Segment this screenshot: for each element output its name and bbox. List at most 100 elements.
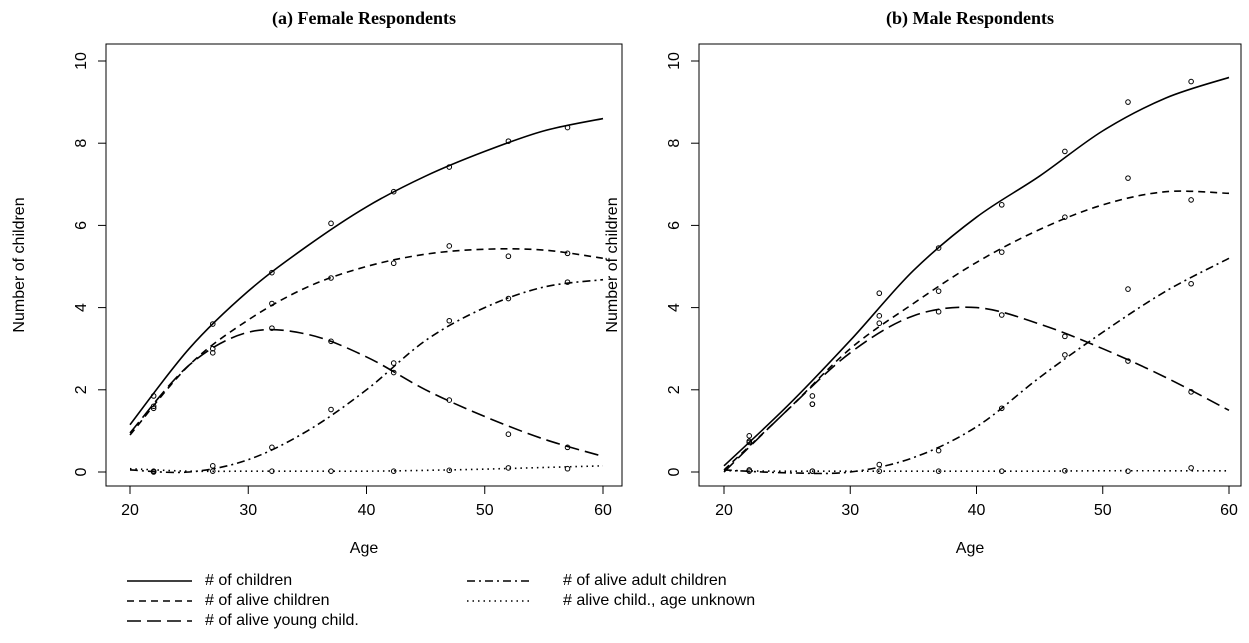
data-point <box>935 245 942 251</box>
x-axis-label: Age <box>956 540 985 557</box>
data-point <box>876 313 883 319</box>
data-point <box>564 250 571 257</box>
legend-label: # of alive adult children <box>563 572 727 589</box>
plot-box <box>105 43 623 487</box>
y-tick-label: 4 <box>666 303 683 312</box>
data-point <box>328 220 334 227</box>
y-tick-label: 2 <box>73 385 90 394</box>
data-point <box>209 463 216 469</box>
data-point <box>935 308 942 315</box>
data-point <box>328 468 334 474</box>
data-point <box>505 295 512 302</box>
data-point <box>876 468 883 474</box>
x-tick-label: 20 <box>121 502 139 519</box>
data-point <box>746 433 753 439</box>
x-tick-label: 40 <box>968 502 986 519</box>
data-point <box>150 405 157 412</box>
data-point <box>809 401 816 407</box>
curve <box>129 465 604 473</box>
data-point <box>150 393 157 399</box>
data-point <box>1125 99 1131 105</box>
data-point <box>564 124 571 131</box>
data-point <box>876 320 883 327</box>
data-point <box>564 465 571 472</box>
y-tick-label: 0 <box>73 467 90 476</box>
data-point <box>1188 389 1194 395</box>
data-point <box>1188 280 1194 287</box>
data-point <box>328 406 334 413</box>
data-point <box>390 360 397 366</box>
x-tick-label: 30 <box>841 502 859 519</box>
legend-label: # alive child., age unknown <box>563 592 755 609</box>
data-point <box>1062 352 1068 358</box>
y-tick-label: 4 <box>73 303 90 312</box>
curve <box>129 278 604 474</box>
data-point <box>746 468 753 474</box>
x-tick-label: 20 <box>715 502 733 519</box>
data-point <box>1125 358 1131 364</box>
data-point <box>269 444 275 451</box>
curve <box>723 76 1230 467</box>
data-point <box>390 468 397 474</box>
y-tick-label: 0 <box>666 467 683 476</box>
chart-title: (b) Male Respondents <box>886 8 1054 29</box>
curve <box>723 306 1230 473</box>
x-axis-label: Age <box>350 540 379 557</box>
data-point <box>1062 333 1068 340</box>
data-point <box>209 350 216 356</box>
data-point <box>150 403 157 410</box>
data-point <box>209 321 216 327</box>
data-point <box>809 468 816 474</box>
legend-label: # of alive children <box>205 592 330 609</box>
y-tick-label: 2 <box>666 385 683 394</box>
data-point <box>1125 286 1131 292</box>
curve <box>129 328 604 458</box>
data-point <box>446 317 453 324</box>
data-point <box>269 300 275 307</box>
y-tick-label: 8 <box>73 139 90 148</box>
data-point <box>209 468 216 474</box>
x-tick-label: 30 <box>239 502 257 519</box>
chart-title: (a) Female Respondents <box>272 8 456 29</box>
data-point <box>998 249 1005 255</box>
data-point <box>998 405 1005 412</box>
data-point <box>269 325 275 331</box>
data-point <box>935 468 942 474</box>
data-point <box>446 467 453 474</box>
legend-label: # of children <box>205 572 292 589</box>
y-tick-label: 10 <box>666 52 683 70</box>
data-point <box>390 260 397 267</box>
x-tick-label: 50 <box>1094 502 1112 519</box>
data-point <box>1125 175 1131 181</box>
data-point <box>1188 465 1194 471</box>
data-point <box>1188 78 1194 85</box>
data-point <box>269 269 275 276</box>
y-axis-label: Number of children <box>604 197 621 332</box>
data-point <box>935 447 942 454</box>
data-point <box>446 243 453 249</box>
data-point <box>876 461 883 468</box>
y-tick-label: 8 <box>666 139 683 148</box>
data-point <box>809 393 816 399</box>
y-axis-label: Number of children <box>11 197 28 332</box>
data-point <box>935 288 942 294</box>
data-point <box>446 397 453 403</box>
x-tick-label: 40 <box>358 502 376 519</box>
plot-box <box>698 43 1242 487</box>
x-tick-label: 50 <box>476 502 494 519</box>
data-point <box>328 275 334 281</box>
curve <box>723 190 1230 471</box>
legend-label: # of alive young child. <box>205 612 359 629</box>
curve <box>129 117 604 426</box>
data-point <box>505 138 512 144</box>
data-point <box>998 468 1005 474</box>
data-point <box>269 468 275 474</box>
x-tick-label: 60 <box>594 502 612 519</box>
data-point <box>328 338 334 345</box>
data-point <box>505 431 512 437</box>
x-tick-label: 60 <box>1220 502 1238 519</box>
data-point <box>505 253 512 260</box>
y-tick-label: 6 <box>666 221 683 230</box>
curve <box>723 257 1230 475</box>
